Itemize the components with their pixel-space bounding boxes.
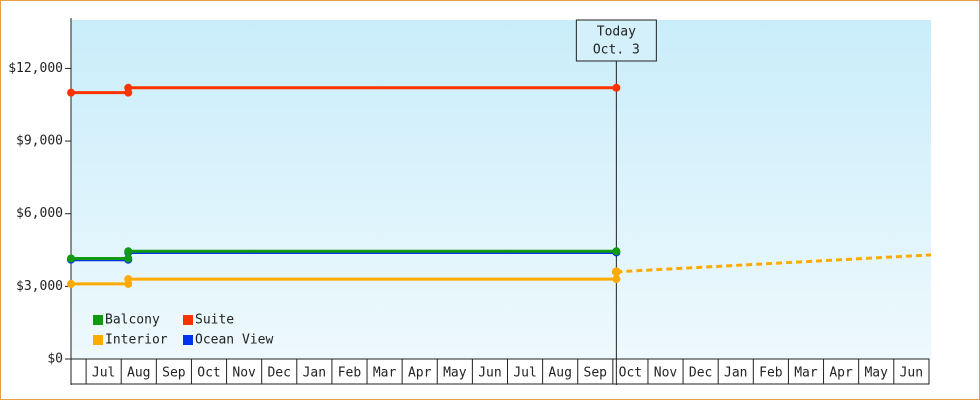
x-tick-label: Mar — [373, 366, 397, 381]
legend-label: Ocean View — [195, 333, 273, 348]
today-label: Today — [597, 25, 636, 40]
today-box — [575, 19, 657, 62]
x-tick-label: Jul — [92, 366, 115, 381]
y-tick-label: $6,000 — [16, 206, 63, 221]
x-tick-label: Jul — [513, 366, 536, 381]
x-tick-label: Oct — [197, 366, 220, 381]
x-tick-label: May — [443, 366, 467, 381]
y-tick-label: $3,000 — [16, 279, 63, 294]
y-tick-label: $12,000 — [8, 61, 63, 76]
x-tick-label: Sep — [584, 366, 608, 381]
x-tick-label: May — [864, 366, 888, 381]
plot-area — [71, 20, 931, 359]
data-point — [67, 279, 75, 288]
x-tick-label: Aug — [548, 366, 571, 381]
x-tick-label: Nov — [654, 366, 678, 381]
x-tick-label: Mar — [794, 366, 818, 381]
x-tick-label: Dec — [267, 366, 290, 381]
data-point — [124, 83, 133, 92]
y-tick-label: $9,000 — [16, 134, 63, 149]
x-tick-label: Oct — [619, 366, 642, 381]
data-point — [124, 275, 133, 284]
data-point — [612, 247, 621, 256]
x-tick-label: Jan — [303, 366, 326, 381]
x-tick-label: Dec — [689, 366, 712, 381]
data-point — [124, 247, 133, 256]
legend-swatch — [93, 335, 103, 345]
legend-label: Interior — [105, 333, 168, 348]
x-tick-label: Jun — [900, 366, 923, 381]
x-tick-label: Feb — [759, 366, 783, 381]
data-point — [67, 254, 75, 263]
x-tick-label: Jan — [724, 366, 747, 381]
x-tick-label: Jun — [478, 366, 501, 381]
legend-swatch — [183, 315, 193, 325]
x-tick-label: Nov — [232, 366, 256, 381]
projection-line — [616, 253, 932, 274]
x-tick-label: Feb — [338, 366, 362, 381]
x-axis-band — [70, 358, 930, 385]
data-point — [124, 254, 133, 263]
x-tick-label: Apr — [408, 366, 432, 381]
projection-point — [611, 267, 621, 277]
legend-label: Balcony — [105, 313, 160, 328]
data-point — [612, 275, 621, 284]
today-label: Oct. 3 — [593, 43, 640, 58]
data-point — [67, 88, 75, 97]
legend-swatch — [93, 315, 103, 325]
x-tick-label: Sep — [162, 366, 186, 381]
legend-swatch — [183, 335, 193, 345]
y-tick-label: $0 — [47, 352, 63, 367]
legend-label: Suite — [195, 313, 234, 328]
x-tick-label: Aug — [127, 366, 150, 381]
x-tick-label: Apr — [829, 366, 853, 381]
data-point — [612, 83, 621, 92]
